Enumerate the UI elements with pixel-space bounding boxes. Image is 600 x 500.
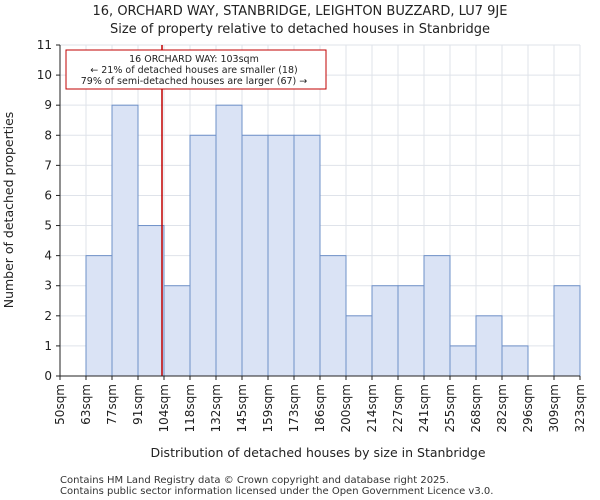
y-tick-label-10: 10 [37,68,52,82]
bar-132sqm [215,104,243,377]
x-tick-label-8: 159sqm [261,384,275,432]
y-tick-label-11: 11 [37,38,52,52]
x-tick-label-1: 63sqm [79,384,93,425]
y-tick-label-2: 2 [44,309,52,323]
bar-104sqm [163,285,191,377]
y-axis-label: Number of detached properties [1,112,16,309]
chart-title: 16, ORCHARD WAY, STANBRIDGE, LEIGHTON BU… [93,4,508,19]
bar-268sqm [475,315,503,377]
footer-line-2: Contains public sector information licen… [60,486,493,497]
x-tick-label-12: 214sqm [365,384,379,432]
y-tick-label-7: 7 [44,158,52,172]
annotation-line-1: 16 ORCHARD WAY: 103sqm [129,54,259,65]
x-tick-label-13: 227sqm [391,384,405,432]
bar-173sqm [293,134,321,377]
x-tick-label-16: 268sqm [469,384,483,432]
y-tick-label-5: 5 [44,219,52,233]
x-tick-label-0: 50sqm [53,384,67,425]
bar-214sqm [371,285,399,377]
bar-91sqm [137,225,165,377]
bar-200sqm [345,315,373,377]
bar-145sqm [241,134,269,377]
y-tick-label-0: 0 [44,369,52,383]
x-tick-label-18: 296sqm [521,384,535,432]
x-tick-label-9: 173sqm [287,384,301,432]
y-tick-label-1: 1 [44,339,52,353]
x-tick-label-19: 309sqm [547,384,561,432]
bar-63sqm [85,255,113,377]
x-tick-label-7: 145sqm [235,384,249,432]
x-tick-label-17: 282sqm [495,384,509,432]
x-ticks: 50sqm 63sqm 77sqm 91sqm 104sqm 118sqm 132sqm 14… [53,376,587,432]
y-ticks: 0 1 2 3 4 5 6 7 8 9 10 11 [37,38,60,383]
y-tick-label-8: 8 [44,128,52,142]
x-tick-label-2: 77sqm [105,384,119,425]
x-tick-label-14: 241sqm [417,384,431,432]
y-tick-label-9: 9 [44,98,52,112]
x-tick-label-10: 186sqm [313,384,327,432]
y-tick-label-3: 3 [44,279,52,293]
annotation-border [65,49,327,90]
bars [85,104,581,377]
annotation-line-2: ← 21% of detached houses are smaller (18… [90,65,297,76]
chart-subtitle: Size of property relative to detached ho… [110,22,490,37]
y-tick-label-4: 4 [44,249,52,263]
bar-241sqm [423,255,451,377]
annotation-line-3: 79% of semi-detached houses are larger (… [81,76,308,87]
bar-186sqm [319,255,347,377]
x-tick-label-20: 323sqm [573,384,587,432]
bar-118sqm [189,134,217,377]
x-tick-label-5: 118sqm [183,384,197,432]
x-axis-label: Distribution of detached houses by size … [150,445,485,460]
x-tick-label-4: 104sqm [157,384,171,432]
footer-line-1: Contains HM Land Registry data © Crown c… [60,475,449,486]
bar-77sqm [111,104,139,377]
x-tick-label-6: 132sqm [209,384,223,432]
annotation-box: 16 ORCHARD WAY: 103sqm ← 21% of detached… [65,49,327,90]
bar-159sqm [267,134,295,377]
bar-255sqm [449,345,477,377]
y-tick-label-6: 6 [44,188,52,202]
x-tick-label-15: 255sqm [443,384,457,432]
x-tick-label-11: 200sqm [339,384,353,432]
bar-282sqm [501,345,529,377]
bar-309sqm [553,285,581,377]
bar-227sqm [397,285,425,377]
x-tick-label-3: 91sqm [131,384,145,425]
